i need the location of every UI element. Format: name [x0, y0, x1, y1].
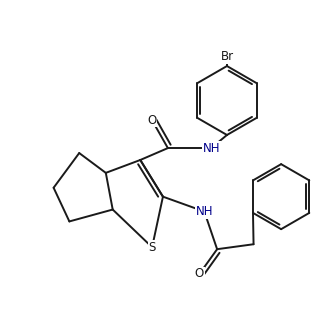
Text: NH: NH [196, 205, 213, 218]
Text: O: O [195, 267, 204, 281]
Text: O: O [148, 114, 157, 127]
Text: NH: NH [203, 142, 220, 155]
Text: Br: Br [220, 50, 233, 63]
Text: S: S [149, 241, 156, 254]
